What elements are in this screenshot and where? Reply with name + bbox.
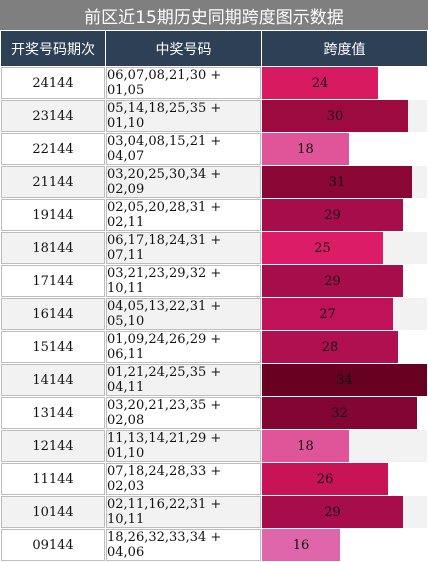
span-value-label: 31 <box>328 174 346 190</box>
span-bar <box>262 298 393 330</box>
winning-numbers: 18,26,32,33,34 + 04,06 <box>106 529 261 561</box>
span-value-label: 29 <box>324 207 341 223</box>
span-bar <box>262 364 427 396</box>
span-bar <box>262 430 349 462</box>
span-bar <box>262 496 403 528</box>
winning-numbers: 02,11,16,22,31 + 10,11 <box>106 496 261 528</box>
span-value-label: 16 <box>292 537 310 553</box>
table-row: 13144 03,20,21,23,35 + 02,08 32 <box>0 397 428 430</box>
span-cell: 25 <box>262 232 427 264</box>
winning-numbers: 05,14,18,25,35 + 01,10 <box>106 100 261 132</box>
header-draw-period: 开奖号码期次 <box>1 31 105 66</box>
span-value-label: 29 <box>324 504 341 520</box>
span-bar <box>262 265 403 297</box>
span-bar <box>262 463 388 495</box>
span-value-label: 27 <box>319 306 336 322</box>
winning-numbers: 07,18,24,28,33 + 02,03 <box>106 463 261 495</box>
table-row: 18144 06,17,18,24,31 + 07,11 25 <box>0 232 428 265</box>
span-bar <box>262 133 349 165</box>
table-row: 11144 07,18,24,28,33 + 02,03 26 <box>0 463 428 496</box>
span-cell: 26 <box>262 463 427 495</box>
draw-period: 10144 <box>1 496 105 528</box>
draw-period: 14144 <box>1 364 105 396</box>
draw-period: 24144 <box>1 67 105 99</box>
draw-period: 12144 <box>1 430 105 462</box>
span-cell: 29 <box>262 265 427 297</box>
draw-period: 13144 <box>1 397 105 429</box>
table-row: 10144 02,11,16,22,31 + 10,11 29 <box>0 496 428 529</box>
table-row: 09144 18,26,32,33,34 + 04,06 16 <box>0 529 428 562</box>
table-row: 22144 03,04,08,15,21 + 04,07 18 <box>0 133 428 166</box>
table-row: 24144 06,07,08,21,30 + 01,05 24 <box>0 67 428 100</box>
winning-numbers: 03,04,08,15,21 + 04,07 <box>106 133 261 165</box>
winning-numbers: 04,05,13,22,31 + 05,10 <box>106 298 261 330</box>
table-row: 19144 02,05,20,28,31 + 02,11 29 <box>0 199 428 232</box>
span-bar <box>262 166 412 198</box>
draw-period: 11144 <box>1 463 105 495</box>
span-value-label: 25 <box>314 240 331 256</box>
draw-period: 15144 <box>1 331 105 363</box>
draw-period: 18144 <box>1 232 105 264</box>
winning-numbers: 03,20,21,23,35 + 02,08 <box>106 397 261 429</box>
draw-period: 17144 <box>1 265 105 297</box>
table-row: 15144 01,09,24,26,29 + 06,11 28 <box>0 331 428 364</box>
winning-numbers: 03,21,23,29,32 + 10,11 <box>106 265 261 297</box>
span-value-label: 34 <box>336 372 353 388</box>
table-row: 14144 01,21,24,25,35 + 04,11 34 <box>0 364 428 397</box>
span-cell: 29 <box>262 199 427 231</box>
span-cell: 29 <box>262 496 427 528</box>
span-bar <box>262 331 398 363</box>
span-value-label: 28 <box>321 339 339 355</box>
header-span-value: 跨度值 <box>262 31 427 66</box>
span-cell: 34 <box>262 364 427 396</box>
page-title: 前区近15期历史同期跨度图示数据 <box>0 0 428 30</box>
winning-numbers: 01,21,24,25,35 + 04,11 <box>106 364 261 396</box>
table-row: 23144 05,14,18,25,35 + 01,10 30 <box>0 100 428 133</box>
span-value-label: 26 <box>316 471 334 487</box>
span-bar <box>262 199 403 231</box>
winning-numbers: 01,09,24,26,29 + 06,11 <box>106 331 261 363</box>
table-header: 开奖号码期次 中奖号码 跨度值 <box>0 30 428 67</box>
span-cell: 30 <box>262 100 427 132</box>
span-cell: 24 <box>262 67 427 99</box>
table-row: 17144 03,21,23,29,32 + 10,11 29 <box>0 265 428 298</box>
span-cell: 31 <box>262 166 427 198</box>
span-cell: 16 <box>262 529 427 561</box>
draw-period: 19144 <box>1 199 105 231</box>
span-cell: 32 <box>262 397 427 429</box>
span-bar <box>262 100 408 132</box>
draw-period: 16144 <box>1 298 105 330</box>
draw-period: 09144 <box>1 529 105 561</box>
table-row: 21144 03,20,25,30,34 + 02,09 31 <box>0 166 428 199</box>
span-bar <box>262 232 383 264</box>
span-cell: 27 <box>262 298 427 330</box>
span-bar <box>262 67 378 99</box>
span-value-label: 29 <box>324 273 341 289</box>
span-value-label: 18 <box>297 438 314 454</box>
winning-numbers: 03,20,25,30,34 + 02,09 <box>106 166 261 198</box>
table-row: 12144 11,13,14,21,29 + 01,10 18 <box>0 430 428 463</box>
winning-numbers: 02,05,20,28,31 + 02,11 <box>106 199 261 231</box>
winning-numbers: 06,17,18,24,31 + 07,11 <box>106 232 261 264</box>
draw-period: 23144 <box>1 100 105 132</box>
span-cell: 18 <box>262 430 427 462</box>
header-winning-numbers: 中奖号码 <box>106 31 261 66</box>
span-cell: 18 <box>262 133 427 165</box>
winning-numbers: 11,13,14,21,29 + 01,10 <box>106 430 261 462</box>
span-value-label: 18 <box>297 141 314 157</box>
span-bar <box>262 397 417 429</box>
span-cell: 28 <box>262 331 427 363</box>
winning-numbers: 06,07,08,21,30 + 01,05 <box>106 67 261 99</box>
span-bar <box>262 529 340 561</box>
draw-period: 21144 <box>1 166 105 198</box>
draw-period: 22144 <box>1 133 105 165</box>
span-value-label: 30 <box>326 108 344 124</box>
table-row: 16144 04,05,13,22,31 + 05,10 27 <box>0 298 428 331</box>
span-value-label: 24 <box>311 75 329 91</box>
span-value-label: 32 <box>331 405 348 421</box>
